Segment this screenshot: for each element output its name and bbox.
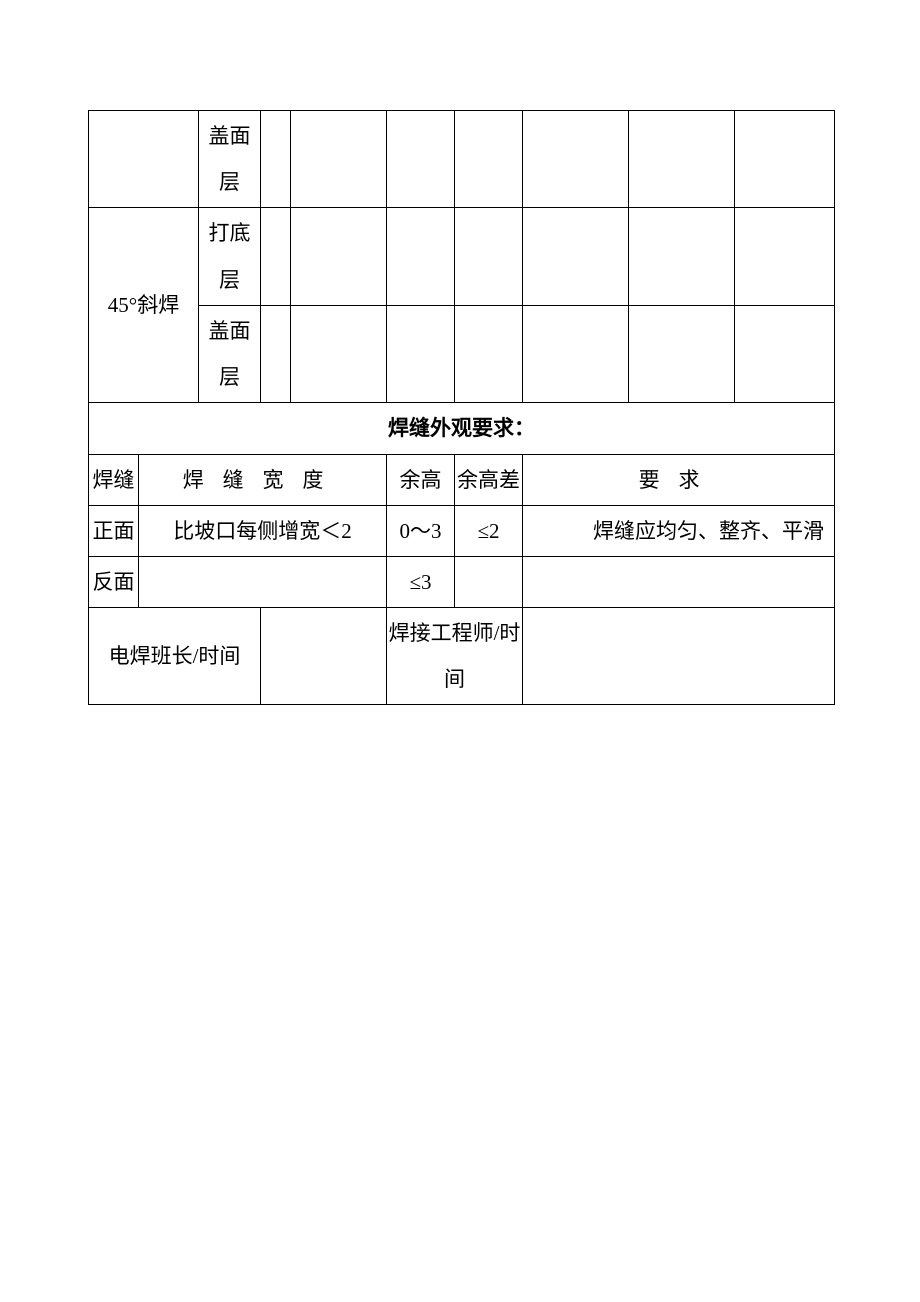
- param-row: 盖面层: [89, 305, 835, 402]
- param-row: 盖面层: [89, 111, 835, 208]
- layer-cell: 盖面层: [199, 111, 261, 208]
- appearance-row-front: 正面 比坡口每侧增宽＜2 0～3 ≤2 焊缝应均匀、整齐、平滑: [89, 505, 835, 556]
- param-cell: [387, 208, 455, 305]
- param-cell: [735, 305, 835, 402]
- param-cell: [291, 208, 387, 305]
- section-header-row: 焊缝外观要求：: [89, 403, 835, 454]
- height-diff-cell: ≤2: [455, 505, 523, 556]
- page-container: 盖面层 45°斜焊 打底层 盖面层 焊缝外观要求： 焊缝 焊缝宽: [0, 0, 920, 705]
- param-cell: [629, 111, 735, 208]
- col-seam: 焊缝: [89, 454, 139, 505]
- signoff-right-value: [523, 608, 835, 705]
- side-cell: 正面: [89, 505, 139, 556]
- col-height: 余高: [387, 454, 455, 505]
- param-col1-blank: [89, 111, 199, 208]
- param-row: 45°斜焊 打底层: [89, 208, 835, 305]
- col-requirement: 要求: [523, 454, 835, 505]
- layer-cell: 盖面层: [199, 305, 261, 402]
- col-width: 焊缝宽度: [139, 454, 387, 505]
- signoff-row: 电焊班长/时间 焊接工程师/时间: [89, 608, 835, 705]
- width-cell: 比坡口每侧增宽＜2: [139, 505, 387, 556]
- requirement-cell: 焊缝应均匀、整齐、平滑: [523, 505, 835, 556]
- height-diff-cell: [455, 556, 523, 607]
- param-cell: [735, 208, 835, 305]
- section-header-cell: 焊缝外观要求：: [89, 403, 835, 454]
- param-cell: [261, 305, 291, 402]
- param-cell: [261, 111, 291, 208]
- signoff-left-label: 电焊班长/时间: [89, 608, 261, 705]
- param-cell: [523, 208, 629, 305]
- welding-spec-table: 盖面层 45°斜焊 打底层 盖面层 焊缝外观要求： 焊缝 焊缝宽: [88, 110, 835, 705]
- col-height-diff: 余高差: [455, 454, 523, 505]
- param-cell: [291, 111, 387, 208]
- width-cell: [139, 556, 387, 607]
- param-cell: [291, 305, 387, 402]
- param-cell: [261, 208, 291, 305]
- param-cell: [455, 111, 523, 208]
- param-cell: [629, 305, 735, 402]
- param-cell: [455, 305, 523, 402]
- requirement-cell: [523, 556, 835, 607]
- side-cell: 反面: [89, 556, 139, 607]
- param-cell: [523, 305, 629, 402]
- layer-cell: 打底层: [199, 208, 261, 305]
- param-cell: [629, 208, 735, 305]
- appearance-header-row: 焊缝 焊缝宽度 余高 余高差 要求: [89, 454, 835, 505]
- height-cell: ≤3: [387, 556, 455, 607]
- appearance-row-back: 反面 ≤3: [89, 556, 835, 607]
- param-cell: [387, 111, 455, 208]
- signoff-right-label: 焊接工程师/时间: [387, 608, 523, 705]
- signoff-left-value: [261, 608, 387, 705]
- param-cell: [735, 111, 835, 208]
- height-cell: 0～3: [387, 505, 455, 556]
- position-cell: 45°斜焊: [89, 208, 199, 403]
- param-cell: [523, 111, 629, 208]
- param-cell: [455, 208, 523, 305]
- param-cell: [387, 305, 455, 402]
